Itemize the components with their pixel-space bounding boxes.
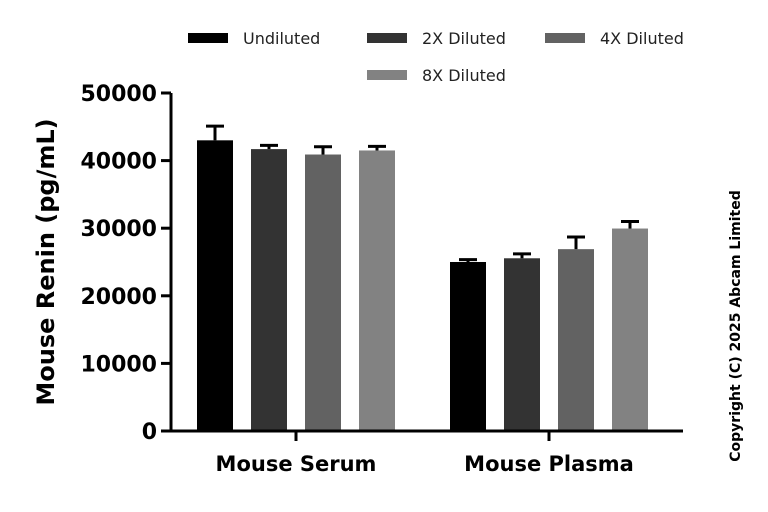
x-tick-label: Mouse Serum (216, 452, 377, 476)
y-tick-label: 20000 (80, 285, 157, 310)
legend-label: 8X Diluted (422, 66, 506, 85)
y-axis-label: Mouse Renin (pg/mL) (32, 118, 60, 405)
legend-label: 4X Diluted (600, 29, 684, 48)
y-axis: 0 10000 20000 30000 40000 50000 (80, 82, 173, 445)
legend-swatch (545, 33, 585, 43)
y-tick-label: 40000 (80, 150, 157, 175)
y-tick-label: 0 (142, 420, 157, 445)
legend-swatch (188, 33, 228, 43)
y-tick-label: 50000 (80, 82, 157, 107)
bar (359, 150, 395, 431)
legend-label: Undiluted (243, 29, 320, 48)
bar (305, 154, 341, 432)
legend-swatch (367, 33, 407, 43)
legend-label: 2X Diluted (422, 29, 506, 48)
bar (251, 149, 287, 431)
x-tick-label: Mouse Plasma (464, 452, 634, 476)
bar (197, 140, 233, 431)
y-tick-label: 30000 (80, 217, 157, 242)
x-axis: Mouse Serum Mouse Plasma (170, 429, 683, 476)
bar (612, 228, 648, 431)
bar (450, 262, 486, 431)
copyright-text: Copyright (C) 2025 Abcam Limited (728, 190, 744, 461)
bar (504, 258, 540, 431)
bars (197, 124, 648, 432)
y-tick-label: 10000 (80, 352, 157, 377)
legend-swatch (367, 70, 407, 80)
legend: Undiluted 2X Diluted 4X Diluted 8X Diluted (188, 29, 684, 85)
bar (558, 249, 594, 431)
